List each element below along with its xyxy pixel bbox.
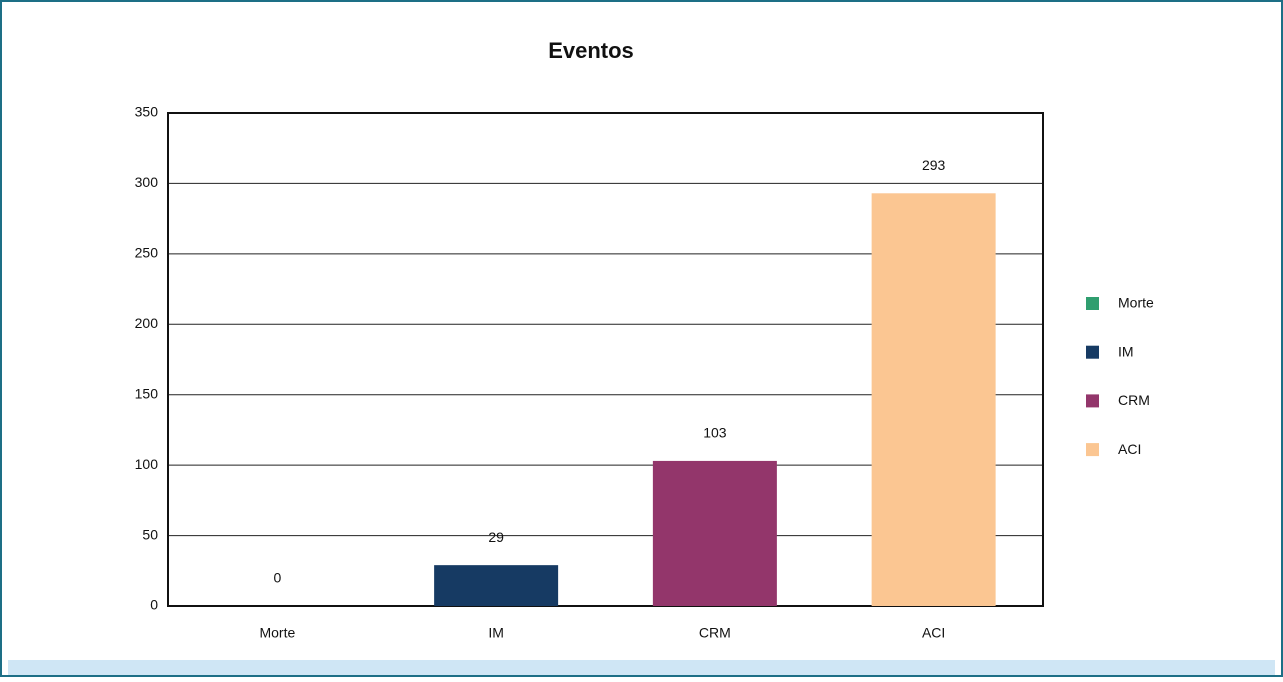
legend-swatch [1086,443,1099,457]
y-tick-label: 350 [135,104,159,120]
y-tick-label: 200 [135,315,159,331]
chart-title: Eventos [548,38,634,63]
x-tick-label: IM [488,625,504,641]
y-tick-label: 300 [135,174,159,190]
x-tick-label: Morte [259,625,295,641]
y-tick-label: 0 [150,597,158,613]
y-tick-label: 250 [135,245,159,261]
plot-border [167,112,1044,607]
bar [871,193,996,606]
value-label: 293 [922,157,946,173]
y-tick-label: 100 [135,456,159,472]
x-tick-label: CRM [699,625,731,641]
bar [652,460,777,606]
legend-label: ACI [1118,441,1141,457]
bar [434,565,559,606]
x-tick-label: ACI [922,625,945,641]
legend-label: IM [1118,343,1134,359]
legend-swatch [1086,394,1099,408]
legend-label: CRM [1118,392,1150,408]
legend-swatch [1086,345,1099,359]
value-label: 0 [273,570,281,586]
value-label: 29 [488,529,504,545]
bottom-strip [8,660,1275,677]
legend-label: Morte [1118,295,1154,311]
y-tick-label: 150 [135,385,159,401]
legend-swatch [1086,297,1099,310]
y-tick-label: 50 [142,526,158,542]
value-label: 103 [703,425,727,441]
